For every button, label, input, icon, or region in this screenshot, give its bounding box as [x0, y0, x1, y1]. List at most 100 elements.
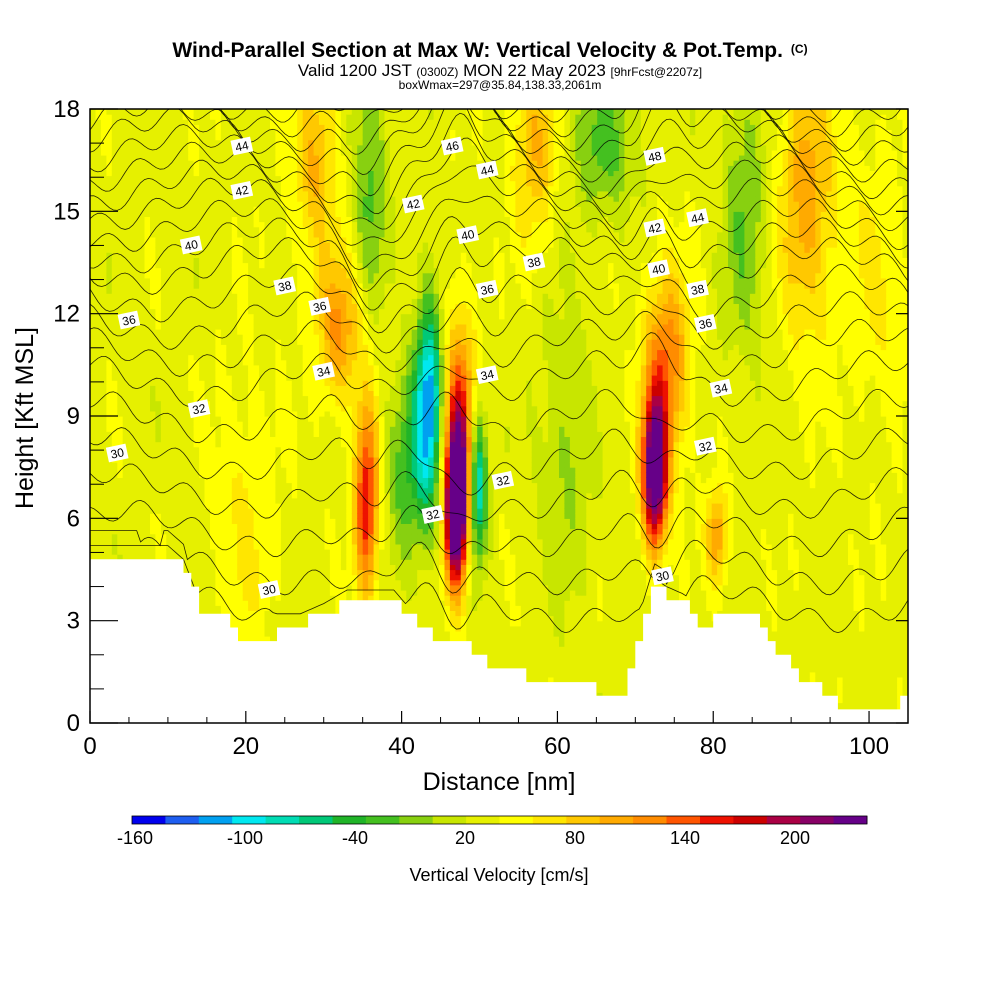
velocity-cell: [231, 114, 238, 120]
velocity-cell: [106, 369, 113, 376]
velocity-cell: [259, 487, 266, 494]
velocity-cell: [286, 144, 293, 151]
velocity-cell: [199, 431, 206, 437]
velocity-cell: [237, 636, 244, 642]
velocity-cell: [286, 124, 293, 130]
velocity-cell: [106, 431, 113, 437]
velocity-cell: [166, 277, 173, 284]
velocity-cell: [313, 359, 320, 366]
velocity-cell: [226, 564, 233, 571]
velocity-cell: [259, 242, 266, 248]
velocity-cell: [139, 129, 146, 136]
velocity-cell: [182, 231, 189, 238]
velocity-cell: [286, 584, 293, 591]
velocity-cell: [297, 590, 304, 596]
velocity-cell: [237, 318, 244, 325]
velocity-cell: [150, 441, 157, 448]
velocity-cell: [90, 313, 97, 320]
velocity-cell: [193, 272, 200, 279]
velocity-cell: [253, 160, 260, 166]
velocity-cell: [100, 467, 107, 473]
velocity-cell: [199, 523, 206, 530]
velocity-cell: [90, 487, 97, 494]
velocity-cell: [291, 513, 298, 519]
velocity-cell: [144, 323, 151, 330]
velocity-cell: [242, 226, 249, 233]
velocity-cell: [302, 559, 309, 565]
velocity-cell: [199, 196, 206, 202]
velocity-cell: [139, 277, 146, 284]
velocity-cell: [199, 329, 206, 335]
velocity-cell: [95, 190, 102, 197]
velocity-cell: [291, 615, 298, 622]
velocity-cell: [199, 467, 206, 473]
velocity-cell: [297, 574, 304, 581]
velocity-cell: [280, 221, 287, 228]
velocity-cell: [144, 129, 151, 136]
velocity-cell: [122, 380, 129, 386]
velocity-cell: [100, 114, 107, 120]
velocity-cell: [106, 231, 113, 238]
velocity-cell: [264, 523, 271, 530]
velocity-cell: [204, 313, 211, 320]
velocity-cell: [264, 462, 271, 468]
velocity-cell: [199, 344, 206, 351]
velocity-cell: [188, 134, 195, 141]
velocity-cell: [242, 155, 249, 161]
velocity-cell: [95, 221, 102, 228]
velocity-cell: [193, 349, 200, 356]
velocity-cell: [188, 293, 195, 299]
velocity-cell: [231, 339, 238, 345]
velocity-cell: [133, 293, 140, 299]
velocity-cell: [177, 129, 184, 136]
velocity-cell: [220, 380, 227, 386]
velocity-cell: [259, 226, 266, 233]
velocity-cell: [139, 426, 146, 432]
velocity-cell: [242, 206, 249, 212]
velocity-cell: [270, 451, 277, 458]
velocity-cell: [264, 554, 271, 560]
velocity-cell: [226, 431, 233, 437]
velocity-cell: [177, 206, 184, 212]
velocity-cell: [302, 467, 309, 473]
velocity-cell: [139, 456, 146, 463]
velocity-cell: [133, 206, 140, 212]
velocity-cell: [248, 482, 255, 489]
velocity-cell: [182, 277, 189, 284]
velocity-cell: [95, 467, 102, 473]
velocity-cell: [177, 272, 184, 279]
velocity-cell: [128, 149, 135, 156]
velocity-cell: [111, 185, 118, 192]
velocity-cell: [139, 369, 146, 376]
velocity-cell: [226, 165, 233, 171]
velocity-cell: [231, 349, 238, 356]
velocity-cell: [237, 170, 244, 177]
velocity-cell: [150, 288, 157, 294]
velocity-cell: [150, 364, 157, 371]
velocity-cell: [182, 538, 189, 545]
velocity-cell: [188, 339, 195, 345]
velocity-cell: [166, 456, 173, 463]
velocity-cell: [308, 242, 315, 248]
velocity-cell: [150, 369, 157, 376]
velocity-cell: [155, 242, 162, 248]
velocity-cell: [188, 446, 195, 453]
velocity-cell: [193, 523, 200, 530]
velocity-cell: [291, 456, 298, 463]
velocity-cell: [215, 231, 222, 238]
velocity-cell: [160, 160, 167, 166]
velocity-cell: [128, 339, 135, 345]
velocity-cell: [177, 380, 184, 386]
velocity-cell: [291, 303, 298, 310]
velocity-cell: [122, 543, 129, 550]
velocity-cell: [166, 119, 173, 125]
velocity-cell: [144, 277, 151, 284]
velocity-cell: [95, 395, 102, 402]
velocity-cell: [215, 497, 222, 504]
velocity-cell: [297, 441, 304, 448]
velocity-cell: [128, 359, 135, 366]
velocity-cell: [286, 564, 293, 571]
velocity-cell: [215, 129, 222, 136]
velocity-cell: [215, 513, 222, 519]
velocity-cell: [150, 144, 157, 151]
